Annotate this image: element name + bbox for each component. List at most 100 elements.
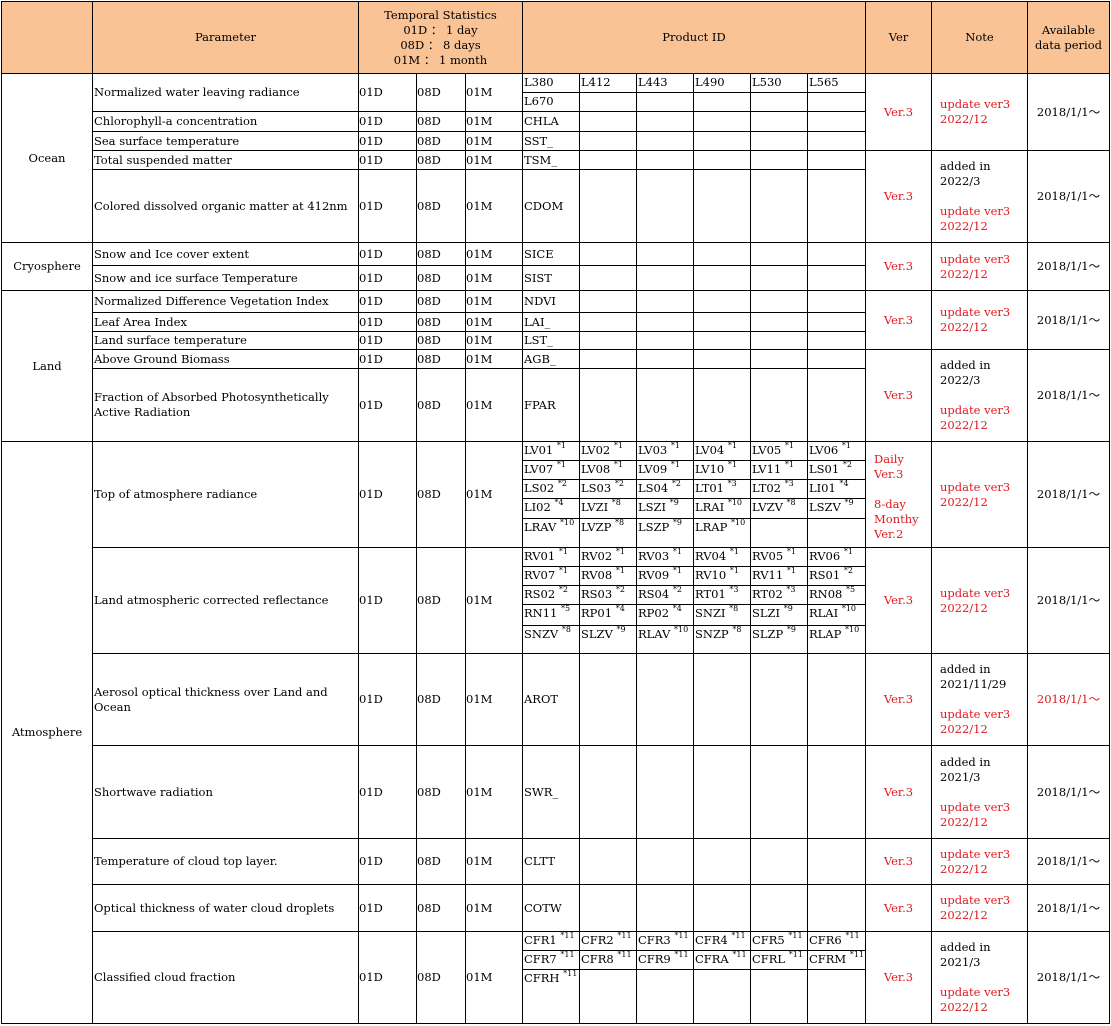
ts-01d-8-text: 01D bbox=[359, 314, 383, 329]
ts-08d-2-text: 08D bbox=[417, 133, 441, 148]
pid-rsrf-3-code: RV04 bbox=[695, 549, 727, 563]
pid-rsrf-23-code: RLAI bbox=[809, 606, 839, 620]
pid-rsrf-25: SLZV *9 bbox=[579, 625, 637, 654]
category-atmosphere-text: Atmosphere bbox=[11, 725, 83, 739]
period-7: 2018/1/1～ bbox=[1027, 653, 1110, 746]
parameter-12-text: Top of atmosphere radiance bbox=[94, 487, 258, 501]
pid-swr-code: SWR_ bbox=[524, 784, 559, 799]
pid-rsrf-5-footnote: *1 bbox=[843, 547, 853, 556]
pid-rsrf-17-code: RN08 bbox=[809, 587, 843, 601]
ts-08d-1-text: 08D bbox=[417, 114, 441, 128]
ts-01d-12: 01D bbox=[358, 441, 417, 548]
pid-rsrf-23: RLAI *10 bbox=[807, 604, 866, 626]
parameter-17: Optical thickness of water cloud droplet… bbox=[92, 884, 359, 932]
pid-cfr-6-code: CFR7 bbox=[524, 952, 557, 966]
pid-lai-empty-3 bbox=[693, 312, 751, 332]
parameter-10: Above Ground Biomass bbox=[92, 349, 359, 369]
pid-toa-1-footnote: *1 bbox=[613, 441, 623, 450]
pid-nwlr-6-code: L670 bbox=[524, 94, 554, 108]
ts-08d-6: 08D bbox=[416, 265, 466, 291]
note-added-text: added in 2021/3 bbox=[940, 940, 991, 969]
pid-lst-code: LST_ bbox=[524, 333, 553, 347]
ts-01m-4: 01M bbox=[465, 169, 523, 243]
pid-toa-10-footnote: *1 bbox=[784, 460, 794, 469]
pid-cdom-empty-3 bbox=[693, 169, 751, 243]
pid-nwlr-5: L565 bbox=[807, 73, 866, 93]
pid-ndvi-empty-4 bbox=[750, 290, 808, 313]
pid-nwlr-3: L490 bbox=[693, 73, 751, 93]
pid-rsrf-22: SLZI *9 bbox=[750, 604, 808, 626]
pid-rsrf-5: RV06 *1 bbox=[807, 547, 866, 567]
ver-7: Ver.3 bbox=[865, 653, 932, 746]
pid-cfr-11-code: CFRM bbox=[809, 952, 847, 966]
pid-sice-empty-3 bbox=[693, 242, 751, 266]
pid-cfr-8-footnote: *11 bbox=[674, 950, 689, 959]
note-11: added in 2021/3 update ver3 2022/12 bbox=[931, 931, 1028, 1024]
pid-toa-23-code: LSZV bbox=[809, 500, 841, 514]
ts-08d-15-text: 08D bbox=[417, 784, 441, 799]
ts-01d-9-text: 01D bbox=[359, 333, 383, 347]
pid-nwlr-empty-5 bbox=[807, 92, 866, 112]
period-8-text: 2018/1/1～ bbox=[1036, 784, 1101, 799]
pid-lst-empty-4 bbox=[750, 331, 808, 350]
note-update-text: update ver3 2022/12 bbox=[940, 305, 1011, 334]
pid-cdom-empty-4 bbox=[750, 169, 808, 243]
pid-rsrf-4-code: RV05 bbox=[752, 549, 784, 563]
pid-rsrf-2-code: RV03 bbox=[638, 549, 670, 563]
pid-nwlr-0: L380 bbox=[522, 73, 580, 93]
ts-01d-15-text: 01D bbox=[359, 784, 383, 799]
period-4-text: 2018/1/1～ bbox=[1036, 388, 1101, 402]
pid-toa-26: LSZP *9 bbox=[636, 518, 694, 548]
parameter-2: Sea surface temperature bbox=[92, 131, 359, 151]
note-update-text: update ver3 2022/12 bbox=[940, 585, 1011, 615]
pid-cfr-5-footnote: *11 bbox=[845, 931, 860, 940]
pid-toa-empty-29 bbox=[807, 518, 866, 548]
pid-nwlr-3-code: L490 bbox=[695, 75, 725, 89]
ver-5: Daily Ver.3 8-day Monthy Ver.2 bbox=[865, 441, 932, 548]
pid-toa-9-code: LV10 bbox=[695, 462, 725, 476]
pid-toa-25-footnote: *8 bbox=[614, 518, 625, 527]
pid-cfr-empty-13 bbox=[579, 969, 637, 1024]
pid-nwlr-1: L412 bbox=[579, 73, 637, 93]
pid-rsrf-6-code: RV07 bbox=[524, 568, 556, 582]
pid-rsrf-4-footnote: *1 bbox=[786, 547, 796, 556]
category-atmosphere: Atmosphere bbox=[1, 441, 93, 1024]
pid-toa-19: LVZI *8 bbox=[579, 498, 637, 519]
pid-rsrf-20-code: RP02 bbox=[638, 606, 670, 620]
pid-toa-3-code: LV04 bbox=[695, 443, 725, 457]
ts-01d-0: 01D bbox=[358, 73, 417, 112]
parameter-11-text: Fraction of Absorbed Photosynthetically … bbox=[94, 390, 329, 419]
pid-cfr-3-footnote: *11 bbox=[731, 931, 746, 940]
pid-rsrf-19-footnote: *4 bbox=[615, 604, 625, 613]
pid-swr-empty-2 bbox=[636, 745, 694, 839]
ts-08d-3-text: 08D bbox=[417, 152, 441, 167]
parameter-12: Top of atmosphere radiance bbox=[92, 441, 359, 548]
pid-nwlr-2-code: L443 bbox=[638, 75, 668, 89]
header-available-text: Available data period bbox=[1035, 22, 1102, 52]
pid-nwlr-2: L443 bbox=[636, 73, 694, 93]
pid-rsrf-9-footnote: *1 bbox=[729, 566, 739, 575]
parameter-3: Total suspended matter bbox=[92, 150, 359, 170]
pid-toa-16-footnote: *3 bbox=[784, 479, 794, 488]
pid-toa-empty-28 bbox=[750, 518, 808, 548]
pid-nwlr-1-code: L412 bbox=[581, 75, 611, 89]
ts-08d-15: 08D bbox=[416, 745, 466, 839]
ver-1-text: Ver.3 bbox=[883, 189, 914, 203]
pid-rsrf-21-footnote: *8 bbox=[729, 604, 739, 613]
ver-1: Ver.3 bbox=[865, 150, 932, 243]
pid-rsrf-1-code: RV02 bbox=[581, 549, 613, 563]
pid-arot-empty-3 bbox=[693, 653, 751, 746]
pid-sst-empty-3 bbox=[693, 131, 751, 151]
pid-arot-empty-5 bbox=[807, 653, 866, 746]
pid-toa-21-code: LRAI bbox=[695, 500, 725, 514]
pid-nwlr-4: L530 bbox=[750, 73, 808, 93]
pid-arot: AROT bbox=[522, 653, 580, 746]
ts-01d-10-text: 01D bbox=[359, 351, 383, 366]
ts-01m-6: 01M bbox=[465, 265, 523, 291]
pid-arot-code: AROT bbox=[524, 692, 559, 706]
ver-3: Ver.3 bbox=[865, 290, 932, 350]
pid-sist-empty-4 bbox=[750, 265, 808, 291]
pid-toa-16-code: LT02 bbox=[752, 481, 782, 495]
pid-chla-empty-4 bbox=[750, 111, 808, 132]
ts-01m-0: 01M bbox=[465, 73, 523, 112]
